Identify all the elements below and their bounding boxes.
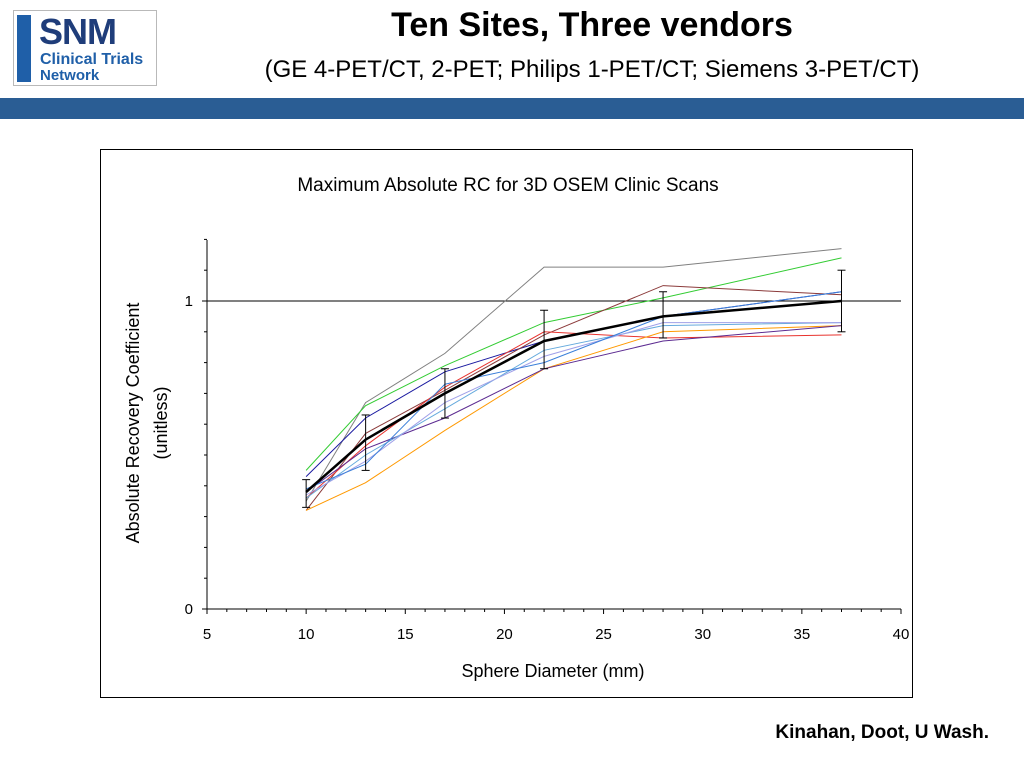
y-axis-label: Absolute Recovery Coefficient (123, 303, 143, 544)
mean-line (305, 299, 842, 493)
series-line-10 (305, 291, 842, 490)
header-rule (0, 98, 1024, 119)
logo-snm-text: SNM (39, 11, 117, 52)
slide-subtitle: (GE 4-PET/CT, 2-PET; Philips 1-PET/CT; S… (264, 56, 920, 83)
x-tick-label: 5 (203, 626, 211, 643)
series-line-4 (305, 285, 842, 511)
series-line-7 (305, 325, 842, 493)
plot-area: 5 10 15 20 25 30 35 40 0 1 (185, 238, 910, 643)
x-tick-label: 15 (397, 626, 414, 643)
y-tick-label: 0 (185, 601, 193, 618)
slide-title: Ten Sites, Three vendors (391, 6, 793, 44)
x-tick-label: 30 (694, 626, 711, 643)
chart-frame: Maximum Absolute RC for 3D OSEM Clinic S… (100, 149, 913, 698)
x-tick-label: 35 (794, 626, 811, 643)
logo-network-text: Network (40, 67, 100, 84)
series-line-1 (305, 248, 842, 502)
series-line-6 (305, 325, 842, 511)
series-line-2 (305, 257, 842, 471)
chart-title: Maximum Absolute RC for 3D OSEM Clinic S… (297, 175, 718, 196)
chart: Maximum Absolute RC for 3D OSEM Clinic S… (123, 175, 910, 681)
series-line-8 (305, 322, 842, 499)
series-line-5 (305, 331, 842, 499)
y-axis-unit: (unitless) (151, 386, 171, 459)
series-line-3 (305, 291, 842, 477)
x-tick-label: 10 (298, 626, 315, 643)
x-axis-label: Sphere Diameter (mm) (461, 661, 644, 681)
x-tick-label: 20 (496, 626, 513, 643)
series-line-9 (305, 322, 842, 496)
footer-credit: Kinahan, Doot, U Wash. (775, 722, 989, 743)
x-tick-label: 25 (595, 626, 612, 643)
logo-clinical-trials-text: Clinical Trials (40, 51, 144, 68)
y-tick-label: 1 (185, 293, 193, 310)
x-tick-label: 40 (893, 626, 910, 643)
snm-logo: SNM Clinical Trials Network (13, 10, 157, 86)
logo-bar (17, 15, 31, 82)
